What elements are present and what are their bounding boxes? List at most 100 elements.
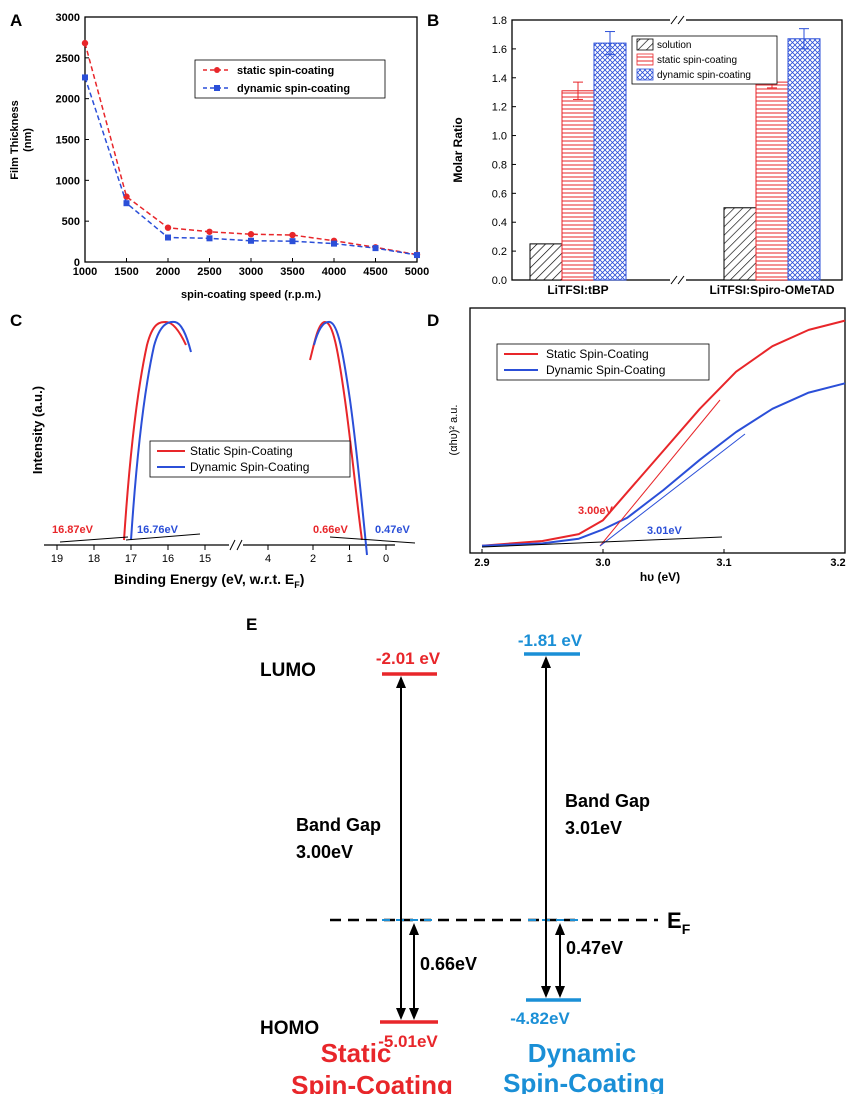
panel-letter-d: D — [427, 311, 439, 330]
legend-label-static: static spin-coating — [237, 65, 334, 77]
legend: Static Spin-Coating Dynamic Spin-Coating — [496, 343, 710, 381]
y-tick-label: 0.4 — [492, 217, 507, 229]
tangent-static-left — [59, 536, 129, 543]
data-point — [372, 245, 379, 252]
x-axis-label: hυ (eV) — [640, 570, 680, 584]
x-tick-label: 15 — [199, 553, 211, 565]
x-tick-label: 18 — [88, 553, 100, 565]
data-point — [414, 252, 420, 259]
arrow-head — [555, 986, 565, 998]
arrow-head — [541, 656, 551, 668]
arrow-head — [555, 923, 565, 935]
legend-label-dynamic: Dynamic Spin-Coating — [546, 363, 665, 377]
plot-area-frame — [469, 307, 846, 554]
panel-d-tauc-plot: D 2.9 3.0 3.1 3.2 3.00eV 3.01eV (αhυ)² a.u.… — [427, 307, 846, 584]
dynamic-ef-offset: 0.47eV — [566, 938, 623, 958]
tangent-dynamic-left — [125, 533, 201, 541]
dynamic-right-edge — [313, 320, 368, 556]
arrow-head — [541, 986, 551, 998]
arrow-head — [409, 923, 419, 935]
legend-label-dynamic: dynamic spin-coating — [237, 83, 350, 95]
dynamic-title-line1: Dynamic — [528, 1038, 636, 1068]
annotation-3-00: 3.00eV — [578, 505, 614, 517]
annotation-0-47: 0.47eV — [375, 524, 411, 536]
data-point — [82, 74, 88, 81]
static-ef-offset: 0.66eV — [420, 954, 477, 974]
dynamic-homo-value: -4.82eV — [510, 1009, 570, 1028]
dynamic-band-gap-value: 3.01eV — [565, 818, 622, 838]
x-tick-label: 2.9 — [474, 557, 489, 569]
data-point — [247, 231, 255, 238]
static-band-gap-value: 3.00eV — [296, 842, 353, 862]
x-tick-label: 3.0 — [595, 557, 610, 569]
legend: solution static spin-coating dynamic spi… — [631, 35, 778, 85]
static-lumo-value: -2.01 eV — [376, 649, 441, 668]
x-tick-label: 2500 — [197, 266, 221, 278]
static-column: -2.01 eV -5.01eV Band Gap 3.00eV 0.66eV … — [291, 649, 477, 1094]
data-point — [289, 238, 296, 245]
y-tick-label: 0.2 — [492, 246, 507, 258]
dynamic-left-edge — [130, 320, 192, 541]
panel-letter-a: A — [10, 11, 22, 30]
data-point — [248, 237, 254, 244]
fermi-label: EF — [667, 908, 691, 937]
static-homo-value: -5.01eV — [378, 1032, 438, 1051]
data-point — [164, 224, 172, 231]
legend-label-dynamic: dynamic spin-coating — [657, 70, 751, 81]
x-tick-label: 3500 — [280, 266, 304, 278]
dynamic-lumo-value: -1.81 eV — [518, 631, 583, 650]
y-tick-label: 0.6 — [492, 188, 507, 200]
x-tick-label: 0 — [383, 553, 389, 565]
axis-break-top — [670, 15, 686, 25]
x-tick-label: 3.2 — [830, 557, 845, 569]
lumo-label: LUMO — [260, 660, 316, 681]
legend-label-dynamic: Dynamic Spin-Coating — [190, 460, 309, 474]
panel-letter-c: C — [10, 311, 22, 330]
x-tick-label: 17 — [125, 553, 137, 565]
x-tick-label: 4 — [265, 553, 271, 565]
y-tick-label: 1000 — [56, 175, 80, 187]
legend-swatch-dynamic — [636, 68, 654, 81]
y-tick-label: 2000 — [56, 94, 80, 106]
data-point — [206, 235, 213, 242]
dynamic-title-line2: Spin-Coating — [503, 1068, 665, 1094]
panel-e-energy-diagram: E LUMO HOMO EF -2.01 eV -5.01eV Band Gap… — [246, 615, 691, 1094]
y-tick-label: 3000 — [56, 12, 80, 24]
data-point — [331, 240, 337, 247]
y-tick-label: 1500 — [56, 135, 80, 147]
x-tick-label: 1000 — [73, 266, 97, 278]
arrow-head — [396, 676, 406, 688]
y-tick-label: 1.4 — [492, 73, 507, 85]
panel-c-ups-spectra: C 19 18 17 16 15 4 2 1 0 16.87eV 16.76eV 0.66eV … — [10, 311, 416, 590]
y-tick-label: 1.2 — [492, 102, 507, 114]
data-point — [123, 193, 130, 200]
spectrum-curves — [59, 320, 416, 556]
legend-swatch-static — [636, 53, 654, 66]
y-axis-label: Intensity (a.u.) — [30, 386, 45, 474]
bar — [723, 207, 757, 281]
panel-letter-b: B — [427, 11, 439, 30]
legend-label-solution: solution — [657, 40, 691, 51]
static-title-line2: Spin-Coating — [291, 1070, 453, 1094]
x-tick-label: 3.1 — [716, 557, 731, 569]
legend-label-static: Static Spin-Coating — [546, 347, 649, 361]
x-tick-label: 16 — [162, 553, 174, 565]
x-tick-label: 1 — [346, 553, 352, 565]
bar — [787, 38, 821, 281]
legend-label-static: Static Spin-Coating — [190, 444, 293, 458]
y-tick-label: 0.8 — [492, 159, 507, 171]
panel-a-line-chart: A 1000 1500 2000 2500 3000 3500 4000 4500 5000 0 5… — [9, 11, 429, 301]
legend: static spin-coating dynamic spin-coating — [194, 59, 386, 99]
data-point — [165, 234, 171, 241]
category-label-1: LiTFSI:Spiro-OMeTAD — [709, 283, 834, 297]
y-tick-label: 2500 — [56, 53, 80, 65]
static-left-edge — [123, 320, 187, 541]
plot-area-frame — [84, 16, 418, 263]
dynamic-band-gap-label: Band Gap — [565, 791, 650, 811]
series-line-static — [481, 319, 846, 547]
y-axis-label: (αhυ)² a.u. — [448, 405, 460, 456]
axis-break — [229, 539, 243, 551]
panel-letter-e: E — [246, 615, 257, 634]
annotation-3-01: 3.01eV — [647, 525, 683, 537]
